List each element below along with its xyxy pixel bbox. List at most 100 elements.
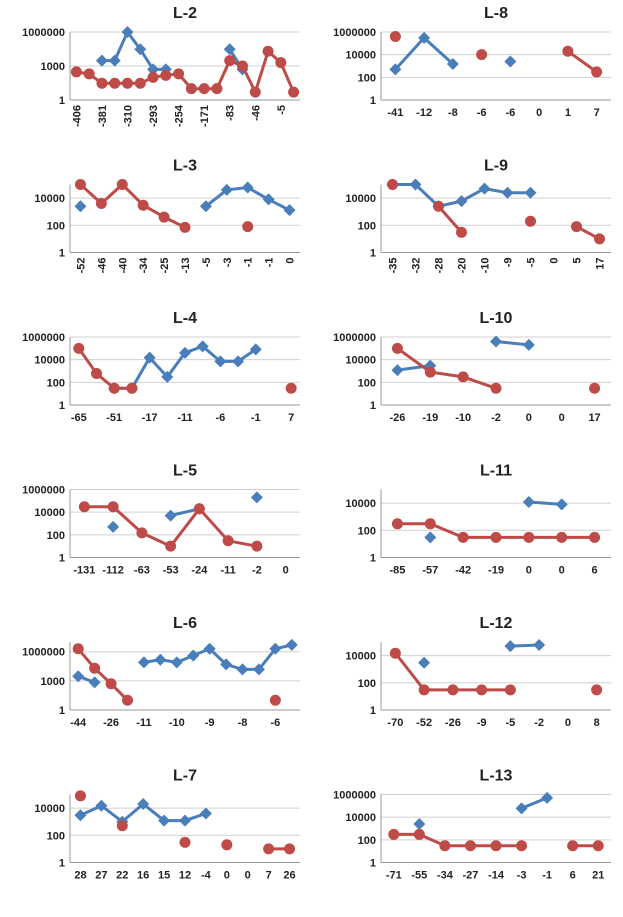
x-tick-label: -254: [174, 104, 186, 127]
chart: L-11 1 100 10000 -85 -57 -42 -19 0 0 6: [345, 463, 611, 577]
x-tick-label: -13: [180, 258, 192, 274]
x-tick-label: -6: [505, 107, 515, 119]
x-tick-label: -1: [251, 412, 261, 424]
y-tick-label: 1: [370, 858, 376, 870]
circle-marker: [275, 57, 287, 69]
y-tick-label: 1000000: [22, 332, 65, 344]
circle-marker: [490, 531, 502, 543]
x-tick-label: 27: [95, 870, 107, 882]
y-tick-label: 1000000: [333, 790, 376, 802]
diamond-marker: [522, 496, 535, 509]
diamond-marker: [95, 54, 108, 67]
chart: L-12 1 100 10000 -70 -52 -26 -9 -5 -2 0 8: [345, 615, 611, 729]
x-tick-label: -8: [448, 107, 458, 119]
circle-marker: [165, 540, 177, 552]
x-tick-label: 7: [594, 107, 600, 119]
diamond-marker: [121, 26, 134, 38]
x-tick-label: 15: [158, 870, 170, 882]
circle-marker: [418, 684, 430, 696]
diamond-marker: [220, 183, 233, 196]
circle-marker: [516, 840, 528, 852]
diamond-marker: [515, 802, 528, 815]
chart: L-7 1 100 10000 28 27 22 16 15 12 -4 0 0 7 26: [34, 768, 300, 882]
circle-marker: [389, 647, 401, 659]
x-tick-label: -85: [389, 565, 405, 577]
y-tick-label: 1000: [41, 61, 65, 73]
diamond-marker: [199, 200, 212, 213]
circle-marker: [105, 678, 117, 690]
circle-marker: [556, 531, 568, 543]
y-tick-label: 1: [370, 400, 376, 412]
diamond-marker: [283, 204, 296, 217]
circle-marker: [476, 684, 488, 696]
x-tick-label: -5: [201, 258, 213, 268]
x-tick-label: 8: [594, 717, 600, 729]
circle-marker: [158, 211, 170, 223]
x-tick-label: -10: [169, 717, 185, 729]
y-tick-label: 100: [47, 830, 65, 842]
diamond-marker: [74, 809, 87, 822]
chart-title: L-7: [173, 768, 197, 785]
x-tick-label: 0: [224, 870, 230, 882]
diamond-marker: [533, 639, 546, 652]
diamond-marker: [409, 178, 422, 191]
x-tick-label: 0: [283, 565, 289, 577]
x-tick-label: 0: [536, 107, 542, 119]
x-tick-label: -406: [71, 105, 83, 127]
circle-marker: [457, 531, 469, 543]
circle-marker: [96, 77, 108, 89]
x-tick-label: -44: [70, 717, 87, 729]
circle-marker: [391, 342, 403, 354]
diamond-marker: [389, 63, 402, 76]
y-tick-label: 1000000: [22, 485, 65, 497]
diamond-marker: [391, 364, 404, 377]
x-tick-label: 1: [565, 107, 571, 119]
x-tick-label: 22: [116, 870, 128, 882]
diamond-marker: [147, 63, 160, 76]
x-tick-label: -10: [455, 412, 471, 424]
x-tick-label: 7: [266, 870, 272, 882]
circle-marker: [567, 840, 579, 852]
x-tick-label: -19: [488, 565, 504, 577]
x-tick-label: 0: [559, 565, 565, 577]
series-line: [567, 50, 598, 74]
diamond-marker: [143, 351, 156, 364]
y-tick-label: 100: [358, 377, 376, 389]
series-line: [101, 29, 244, 71]
y-tick-label: 1: [370, 95, 376, 107]
y-tick-label: 1: [59, 553, 65, 565]
x-tick-label: 5: [572, 258, 584, 264]
diamond-marker: [504, 640, 517, 653]
circle-marker: [464, 840, 476, 852]
circle-marker: [136, 527, 148, 539]
x-tick-label: 7: [288, 412, 294, 424]
y-tick-label: 10000: [345, 651, 376, 663]
x-tick-label: -34: [437, 870, 454, 882]
circle-marker: [237, 60, 248, 72]
chart-title: L-12: [480, 615, 513, 632]
x-tick-label: 17: [588, 412, 600, 424]
circle-marker: [525, 215, 536, 227]
circle-marker: [173, 68, 185, 80]
x-tick-label: -5: [505, 717, 515, 729]
y-tick-label: 1000000: [333, 27, 376, 39]
circle-marker: [95, 198, 107, 210]
circle-marker: [433, 200, 444, 212]
circle-marker: [591, 66, 603, 78]
chart: L-9 1 100 10000 -35 -32 -28 -20 -10 -9 -5 0 5 17: [345, 158, 611, 273]
y-tick-label: 1: [370, 553, 376, 565]
circle-marker: [284, 843, 296, 855]
x-tick-label: -1: [243, 258, 255, 268]
chart-title: L-6: [173, 615, 197, 632]
circle-marker: [74, 790, 86, 802]
x-tick-label: -4: [201, 870, 212, 882]
y-tick-label: 10000: [34, 507, 65, 519]
x-tick-label: -3: [517, 870, 527, 882]
diamond-marker: [199, 807, 212, 820]
circle-marker: [70, 66, 82, 78]
x-tick-label: -5: [526, 258, 538, 268]
diamond-marker: [214, 355, 227, 368]
x-tick-label: 0: [245, 870, 251, 882]
x-tick-label: 6: [592, 565, 598, 577]
